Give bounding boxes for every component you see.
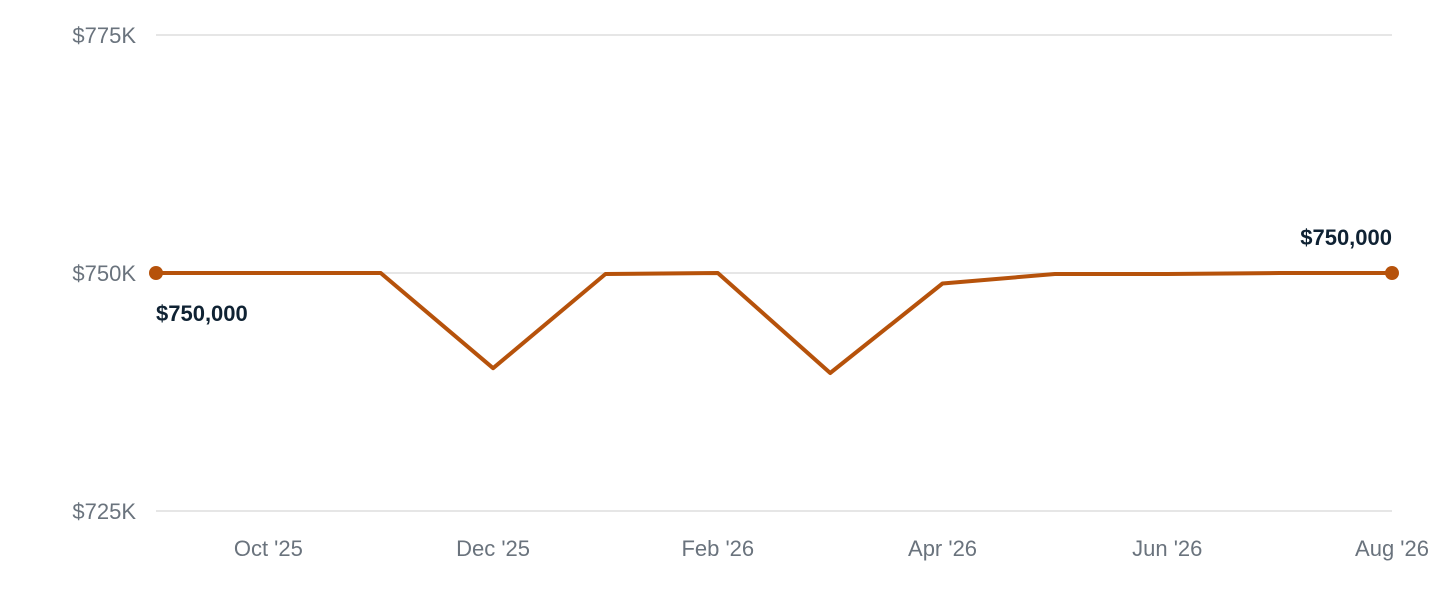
- x-tick-label: Feb '26: [681, 536, 754, 561]
- y-tick-label: $725K: [72, 499, 136, 524]
- x-tick-label: Apr '26: [908, 536, 977, 561]
- end-value-label: $750,000: [1300, 225, 1392, 250]
- series-line: [154, 271, 1394, 375]
- end-point-marker: [1385, 266, 1399, 280]
- y-axis: $775K $750K $725K: [72, 23, 136, 524]
- series-layer: [149, 266, 1399, 375]
- x-tick-label: Dec '25: [456, 536, 530, 561]
- annotation-layer: $750,000 $750,000: [156, 225, 1392, 326]
- start-point-marker: [149, 266, 163, 280]
- x-axis: Oct '25 Dec '25 Feb '26 Apr '26 Jun '26 Aug '…: [234, 536, 1429, 561]
- x-tick-label: Jun '26: [1132, 536, 1202, 561]
- x-tick-label: Oct '25: [234, 536, 303, 561]
- y-tick-label: $775K: [72, 23, 136, 48]
- y-tick-label: $750K: [72, 261, 136, 286]
- start-value-label: $750,000: [156, 301, 248, 326]
- x-tick-label: Aug '26: [1355, 536, 1429, 561]
